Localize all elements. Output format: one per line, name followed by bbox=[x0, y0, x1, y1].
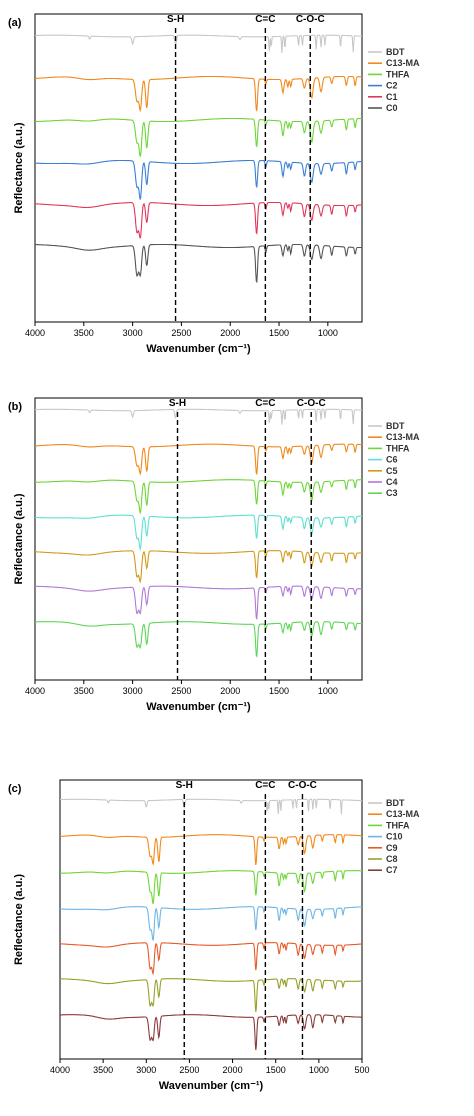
panel-c-x-tick-label-1500: 1500 bbox=[266, 1065, 286, 1075]
panel-b-y-axis-label: Reflectance (a.u.) bbox=[13, 493, 25, 584]
panel-a-ref-label-c-c: C=C bbox=[255, 14, 275, 25]
panel-a-series-c1 bbox=[35, 201, 363, 239]
panel-c-series-thfa bbox=[60, 870, 362, 904]
panel-a-series-c0 bbox=[35, 243, 362, 284]
panel-a-label: (a) bbox=[8, 17, 22, 29]
panel-b-x-tick-label-3000: 3000 bbox=[123, 686, 143, 696]
panel-c-legend-c9: C9 bbox=[386, 843, 398, 853]
panel-b-ref-label-c-c: C=C bbox=[255, 398, 275, 409]
panel-b-x-tick-label-3500: 3500 bbox=[74, 686, 94, 696]
panel-b-x-tick-label-4000: 4000 bbox=[25, 686, 45, 696]
panel-a-legend-c13-ma: C13-MA bbox=[386, 58, 420, 68]
panel-a-x-axis-label: Wavenumber (cm⁻¹) bbox=[146, 343, 251, 355]
panel-c-legend-c10: C10 bbox=[386, 832, 403, 842]
panel-c-x-tick-label-3500: 3500 bbox=[93, 1065, 113, 1075]
panel-b-x-tick-label-2500: 2500 bbox=[171, 686, 191, 696]
panel-c-x-tick-label-4000: 4000 bbox=[50, 1065, 70, 1075]
panel-b-ref-label-c-o-c: C-O-C bbox=[297, 398, 326, 409]
panel-c-x-tick-label-3000: 3000 bbox=[136, 1065, 156, 1075]
panel-b-ref-label-s-h: S-H bbox=[169, 398, 186, 409]
panel-c-series-bdt bbox=[59, 798, 363, 815]
panel-c-series-c10 bbox=[60, 906, 362, 941]
panel-c-label: (c) bbox=[8, 783, 22, 795]
panel-b-legend-c4: C4 bbox=[386, 477, 398, 487]
panel-a-ref-label-c-o-c: C-O-C bbox=[296, 14, 325, 25]
panel-a-x-tick-label-2000: 2000 bbox=[220, 328, 240, 338]
panel-a-plot-frame bbox=[34, 13, 363, 323]
panel-b-legend-c13-ma: C13-MA bbox=[386, 432, 420, 442]
panel-c-x-tick-label-2000: 2000 bbox=[223, 1065, 243, 1075]
panel-b-legend-c6: C6 bbox=[386, 455, 398, 465]
panel-a-x-tick-label-3000: 3000 bbox=[123, 328, 143, 338]
panel-b-series-c13-ma bbox=[35, 443, 362, 476]
panel-b-x-axis-label: Wavenumber (cm⁻¹) bbox=[146, 701, 251, 713]
panel-a-legend-c2: C2 bbox=[386, 81, 398, 91]
panel-c-legend-thfa: THFA bbox=[386, 820, 410, 830]
panel-c-legend-bdt: BDT bbox=[386, 798, 405, 808]
panel-a-series-bdt bbox=[35, 34, 363, 53]
panel-b-legend-c3: C3 bbox=[386, 488, 398, 498]
panel-c-series-c8 bbox=[60, 978, 362, 1012]
panel-c-legend-c7: C7 bbox=[386, 865, 398, 875]
panel-c-x-axis-label: Wavenumber (cm⁻¹) bbox=[159, 1080, 264, 1092]
panel-a-series-thfa bbox=[35, 117, 362, 157]
panel-a-x-tick-label-4000: 4000 bbox=[25, 328, 45, 338]
panel-a-legend-c1: C1 bbox=[386, 92, 398, 102]
panel-c-ref-label-c-o-c: C-O-C bbox=[288, 780, 317, 791]
panel-b-series-c5 bbox=[34, 550, 362, 584]
panel-c-legend-c8: C8 bbox=[386, 854, 398, 864]
panel-a-legend-c0: C0 bbox=[386, 103, 398, 113]
panel-b-x-tick-label-2000: 2000 bbox=[220, 686, 240, 696]
panel-a-legend-bdt: BDT bbox=[386, 47, 405, 57]
panel-b-x-tick-label-1500: 1500 bbox=[269, 686, 289, 696]
panel-b-series-c3 bbox=[35, 621, 362, 658]
panel-b-legend-c5: C5 bbox=[386, 466, 398, 476]
panel-b-series-bdt bbox=[34, 408, 362, 425]
panel-b-series-thfa bbox=[35, 479, 362, 515]
panel-b-legend-bdt: BDT bbox=[386, 421, 405, 431]
panel-c-series-c13-ma bbox=[60, 834, 362, 867]
panel-a-x-tick-label-1500: 1500 bbox=[269, 328, 289, 338]
panel-c-series-c9 bbox=[59, 942, 362, 976]
panel-c-x-tick-label-2500: 2500 bbox=[179, 1065, 199, 1075]
panel-c-plot-frame bbox=[59, 779, 363, 1060]
panel-c-x-tick-label-500: 500 bbox=[354, 1065, 369, 1075]
panel-c-legend-c13-ma: C13-MA bbox=[386, 809, 420, 819]
panel-c-ref-label-c-c: C=C bbox=[255, 780, 275, 791]
panel-a-series-c2 bbox=[35, 159, 362, 200]
panel-b-series-c6 bbox=[35, 514, 362, 552]
panel-a-legend-thfa: THFA bbox=[386, 69, 410, 79]
panel-a-x-tick-label-3500: 3500 bbox=[74, 328, 94, 338]
panel-a-ref-label-s-h: S-H bbox=[167, 14, 184, 25]
panel-b-series-c4 bbox=[35, 585, 362, 621]
panel-a-series-c13-ma bbox=[35, 75, 362, 113]
panel-b-label: (b) bbox=[8, 401, 22, 413]
panel-c-ref-label-s-h: S-H bbox=[176, 780, 193, 791]
panel-a-x-tick-label-2500: 2500 bbox=[171, 328, 191, 338]
panel-b-legend-thfa: THFA bbox=[386, 443, 410, 453]
panel-c-x-tick-label-1000: 1000 bbox=[309, 1065, 329, 1075]
panel-a-x-tick-label-1000: 1000 bbox=[318, 328, 338, 338]
panel-b-plot-frame bbox=[34, 397, 363, 681]
panel-a-y-axis-label: Reflectance (a.u.) bbox=[13, 122, 25, 213]
panel-c-series-c7 bbox=[60, 1014, 362, 1051]
panel-c-y-axis-label: Reflectance (a.u.) bbox=[13, 874, 25, 965]
panel-b-x-tick-label-1000: 1000 bbox=[318, 686, 338, 696]
